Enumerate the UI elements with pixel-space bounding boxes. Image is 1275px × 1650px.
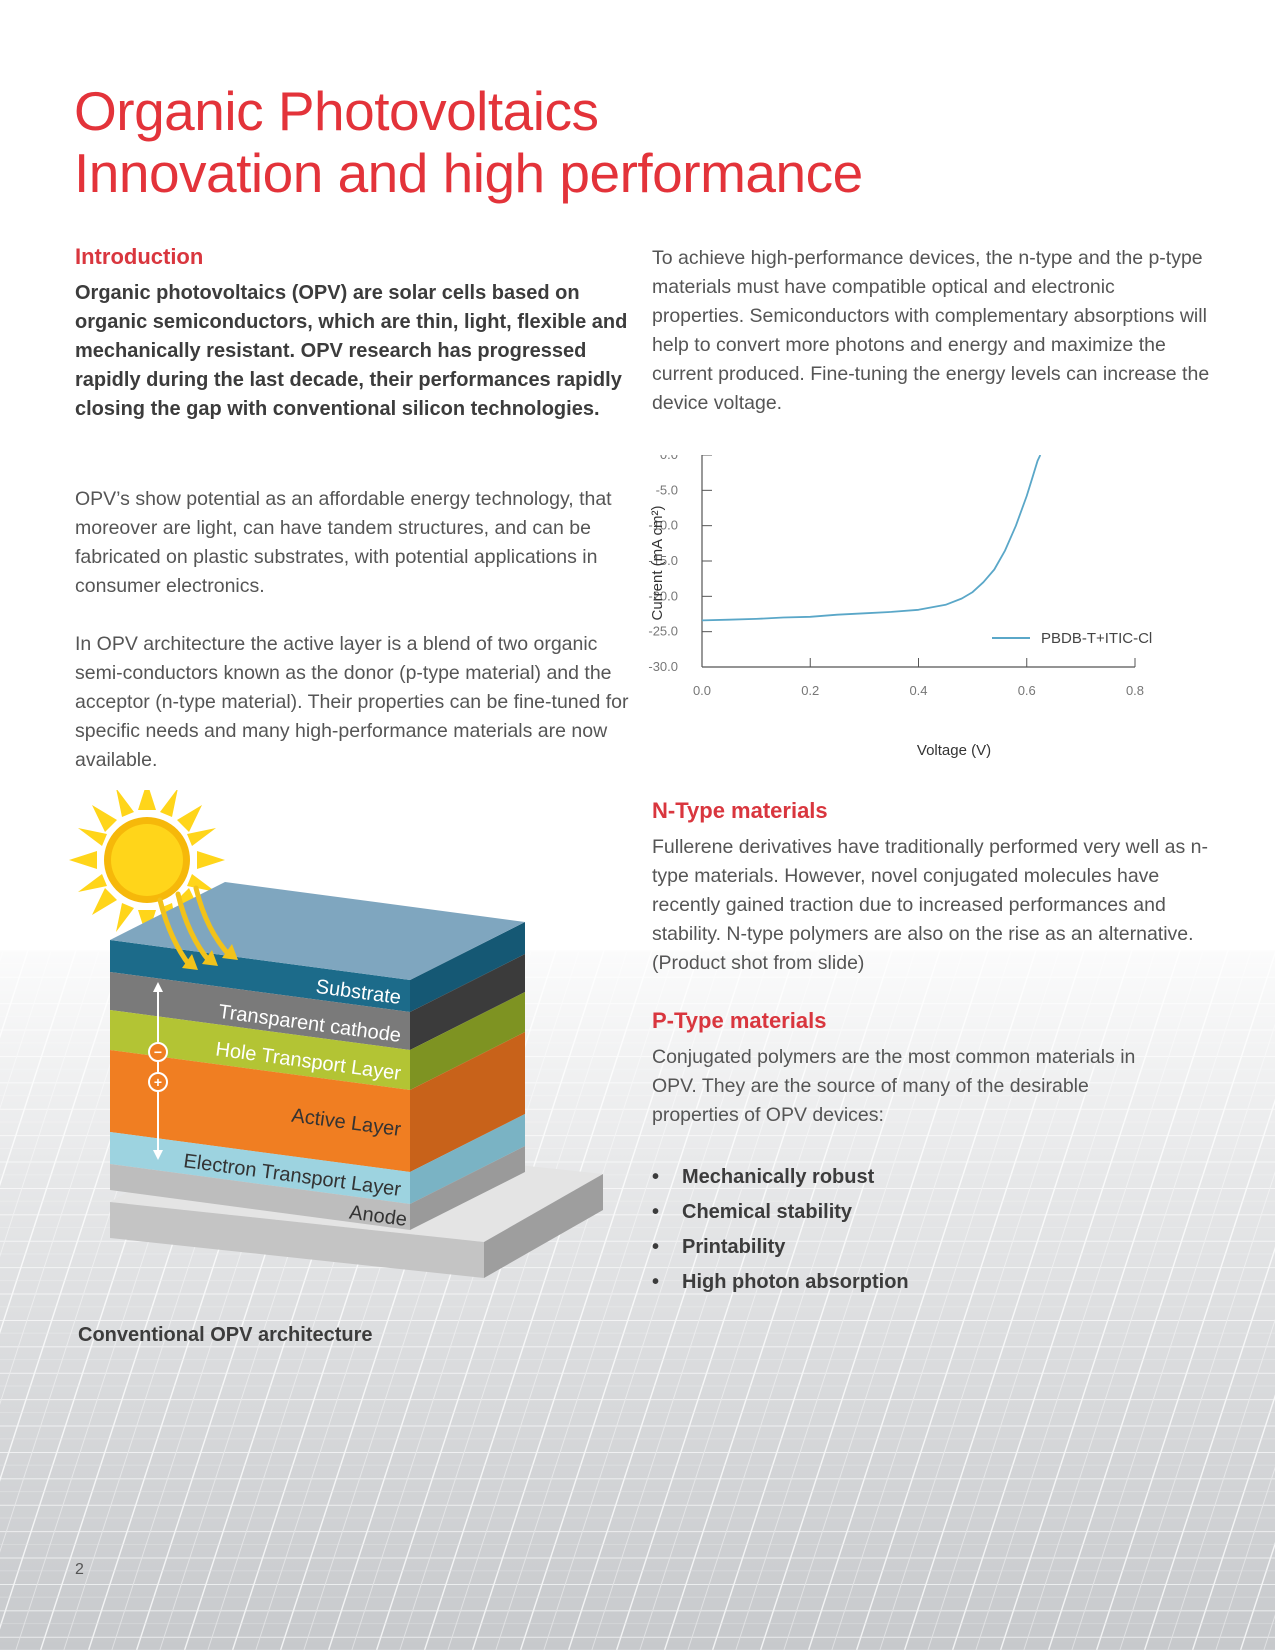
x-tick-label: 0.8 xyxy=(1126,683,1144,698)
hole-icon xyxy=(148,1072,168,1092)
y-tick-label: -25.0 xyxy=(648,624,678,639)
cathode-layer xyxy=(110,972,410,1050)
plus-sign: + xyxy=(154,1074,162,1090)
list-item: Mechanically robust xyxy=(652,1160,909,1195)
x-tick-label: 0.2 xyxy=(801,683,819,698)
minus-sign: − xyxy=(154,1044,162,1060)
x-tick-label: 0.4 xyxy=(909,683,927,698)
figure-caption: Conventional OPV architecture xyxy=(78,1324,373,1346)
x-axis-label: Voltage (V) xyxy=(917,742,991,759)
light-arrows-icon xyxy=(157,885,238,970)
title-line-1: Organic Photovoltaics xyxy=(74,80,599,142)
jv-curve-chart: 0.0-5.0-10.0-15.0-20.0-25.0-30.0 0.00.20… xyxy=(648,455,1152,759)
chart-legend: PBDB-T+ITIC-Cl xyxy=(992,630,1152,647)
page-number: 2 xyxy=(75,1561,84,1578)
list-item: Chemical stability xyxy=(652,1195,909,1230)
intro-lead-paragraph: Organic photovoltaics (OPV) are solar ce… xyxy=(75,282,628,420)
electron-icon xyxy=(148,1042,168,1062)
p-type-paragraph: Conjugated polymers are the most common … xyxy=(652,1046,1136,1126)
y-tick-label: 0.0 xyxy=(660,455,678,462)
y-tick-label: -5.0 xyxy=(656,482,678,497)
y-axis-label: Current (mA cm²) xyxy=(649,505,666,620)
legend-label: PBDB-T+ITIC-Cl xyxy=(1041,630,1152,647)
x-tick-label: 0.0 xyxy=(693,683,711,698)
n-type-paragraph: Fullerene derivatives have traditionally… xyxy=(652,836,1208,974)
intro-paragraph-affordable: OPV’s show potential as an affordable en… xyxy=(75,488,612,597)
compatibility-paragraph: To achieve high-performance devices, the… xyxy=(652,247,1210,414)
chart-series xyxy=(701,455,1042,622)
y-ticks: 0.0 -5.0 -10.0 -15.0 -20.0 -25.0 -30.0 xyxy=(648,455,712,674)
properties-list: Mechanically robust Chemical stability P… xyxy=(652,1160,909,1300)
opv-architecture-diagram: − + Substrate Transparent cathode Hole T… xyxy=(69,790,603,1278)
charge-transport-arrow-icon: − + xyxy=(148,982,168,1160)
x-tick-label: 0.6 xyxy=(1018,683,1036,698)
intro-paragraph-architecture: In OPV architecture the active layer is … xyxy=(75,633,629,771)
y-tick-label: -10.0 xyxy=(648,518,678,533)
intro-heading: Introduction xyxy=(75,244,204,269)
y-tick-label: -15.0 xyxy=(648,553,678,568)
p-type-heading: P-Type materials xyxy=(652,1008,827,1033)
x-ticks: 0.0 0.2 0.4 0.6 0.8 xyxy=(693,658,1144,698)
y-tick-label: -30.0 xyxy=(648,659,678,674)
page-title: Organic Photovoltaics Innovation and hig… xyxy=(74,80,863,204)
list-item: High photon absorption xyxy=(652,1265,909,1300)
layer-stack xyxy=(110,882,525,1230)
series-line xyxy=(701,455,1042,622)
anode-front-layer xyxy=(110,1164,410,1230)
active-layer xyxy=(110,1050,410,1172)
list-item: Printability xyxy=(652,1230,909,1265)
htl-layer xyxy=(110,1010,410,1090)
y-tick-label: -20.0 xyxy=(648,588,678,603)
etl-layer xyxy=(110,1132,410,1204)
title-line-2: Innovation and high performance xyxy=(74,142,863,204)
n-type-heading: N-Type materials xyxy=(652,798,828,823)
